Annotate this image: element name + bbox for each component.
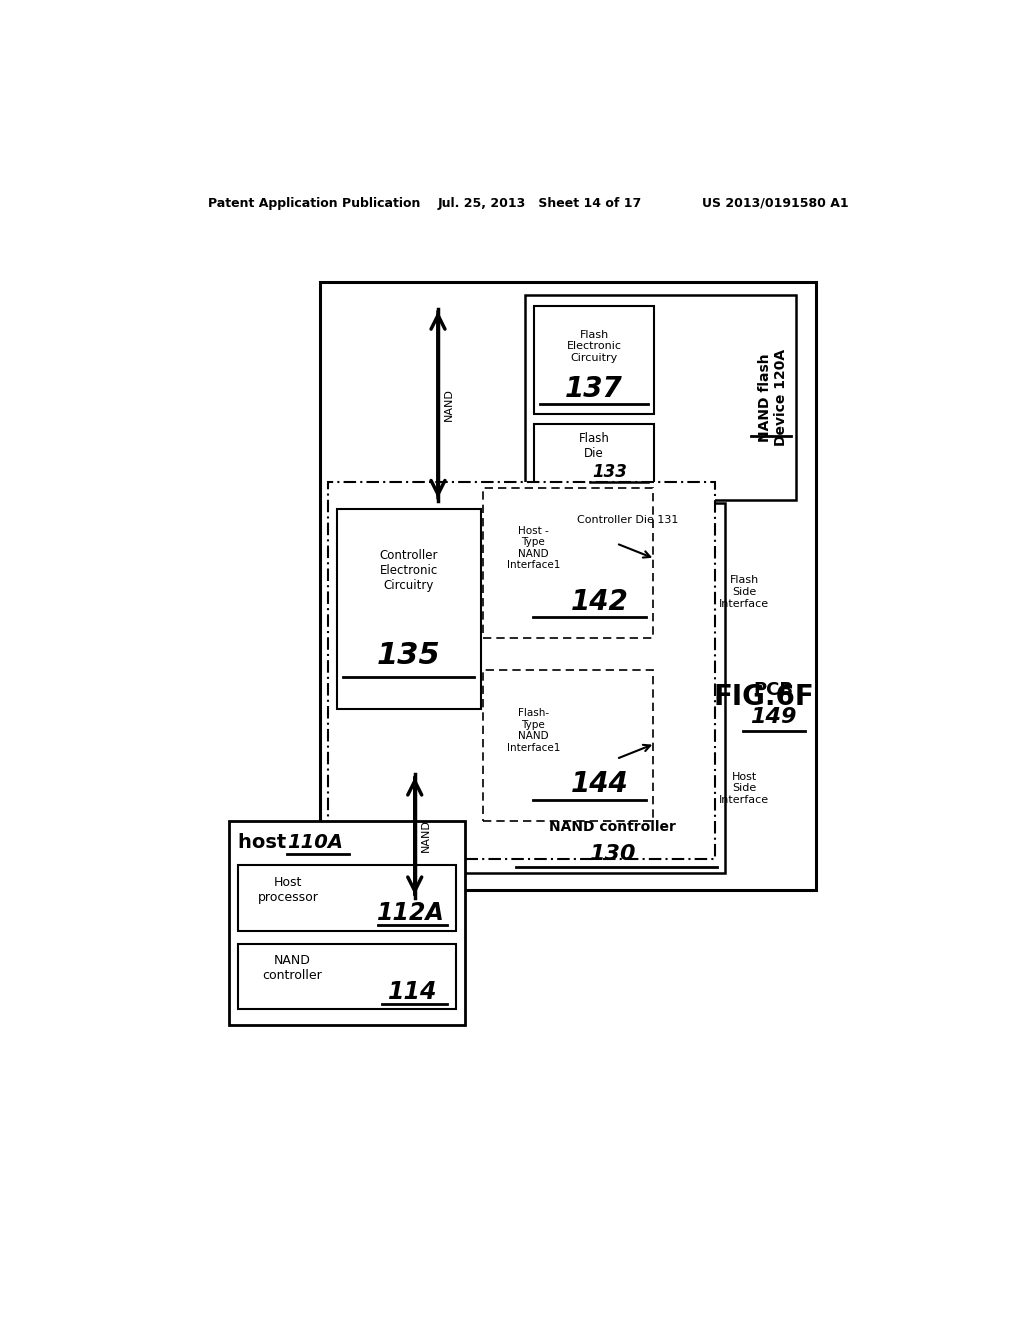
Bar bbox=[535, 306, 654, 414]
Text: 135: 135 bbox=[377, 640, 440, 669]
Text: 114: 114 bbox=[388, 979, 438, 1003]
Text: Jul. 25, 2013   Sheet 14 of 17: Jul. 25, 2013 Sheet 14 of 17 bbox=[438, 197, 642, 210]
Bar bbox=[321, 281, 816, 890]
Text: NAND: NAND bbox=[443, 388, 454, 421]
Text: 133: 133 bbox=[592, 463, 627, 480]
Text: 142: 142 bbox=[570, 587, 628, 616]
Text: 149: 149 bbox=[751, 706, 797, 726]
Text: 137: 137 bbox=[565, 375, 623, 404]
Text: 130: 130 bbox=[589, 843, 636, 863]
Bar bbox=[337, 508, 480, 709]
Text: 144: 144 bbox=[570, 771, 628, 799]
Text: Flash
Die: Flash Die bbox=[579, 432, 609, 459]
Bar bbox=[328, 482, 716, 859]
Bar bbox=[454, 503, 725, 873]
Text: Host
processor: Host processor bbox=[258, 876, 318, 904]
Text: Controller
Electronic
Circuitry: Controller Electronic Circuitry bbox=[380, 549, 438, 591]
Bar bbox=[535, 424, 654, 490]
Bar bbox=[238, 944, 456, 1010]
Text: Host
Side
Interface: Host Side Interface bbox=[719, 772, 769, 805]
Text: Flash-
Type
NAND
Interface1: Flash- Type NAND Interface1 bbox=[507, 708, 560, 752]
Text: FIG.6F: FIG.6F bbox=[713, 684, 814, 711]
Text: Host -
Type
NAND
Interface1: Host - Type NAND Interface1 bbox=[507, 525, 560, 570]
Text: NAND controller: NAND controller bbox=[549, 820, 676, 834]
Bar bbox=[483, 671, 653, 821]
Bar bbox=[228, 821, 465, 1024]
Text: NAND flash
Device 120A: NAND flash Device 120A bbox=[758, 348, 787, 446]
Text: Flash
Electronic
Circuitry: Flash Electronic Circuitry bbox=[566, 330, 622, 363]
Text: Controller Die 131: Controller Die 131 bbox=[578, 515, 679, 525]
Text: US 2013/0191580 A1: US 2013/0191580 A1 bbox=[702, 197, 849, 210]
Text: Patent Application Publication: Patent Application Publication bbox=[208, 197, 420, 210]
Text: PCB: PCB bbox=[754, 681, 794, 698]
Text: 110A: 110A bbox=[287, 833, 343, 851]
Text: 112A: 112A bbox=[377, 902, 444, 925]
Bar bbox=[238, 866, 456, 931]
Text: NAND: NAND bbox=[421, 820, 431, 853]
Bar bbox=[483, 488, 653, 638]
Text: NAND
controller: NAND controller bbox=[262, 954, 323, 982]
Text: Flash
Side
Interface: Flash Side Interface bbox=[719, 576, 769, 609]
Bar bbox=[524, 296, 796, 499]
Text: host: host bbox=[238, 833, 293, 851]
